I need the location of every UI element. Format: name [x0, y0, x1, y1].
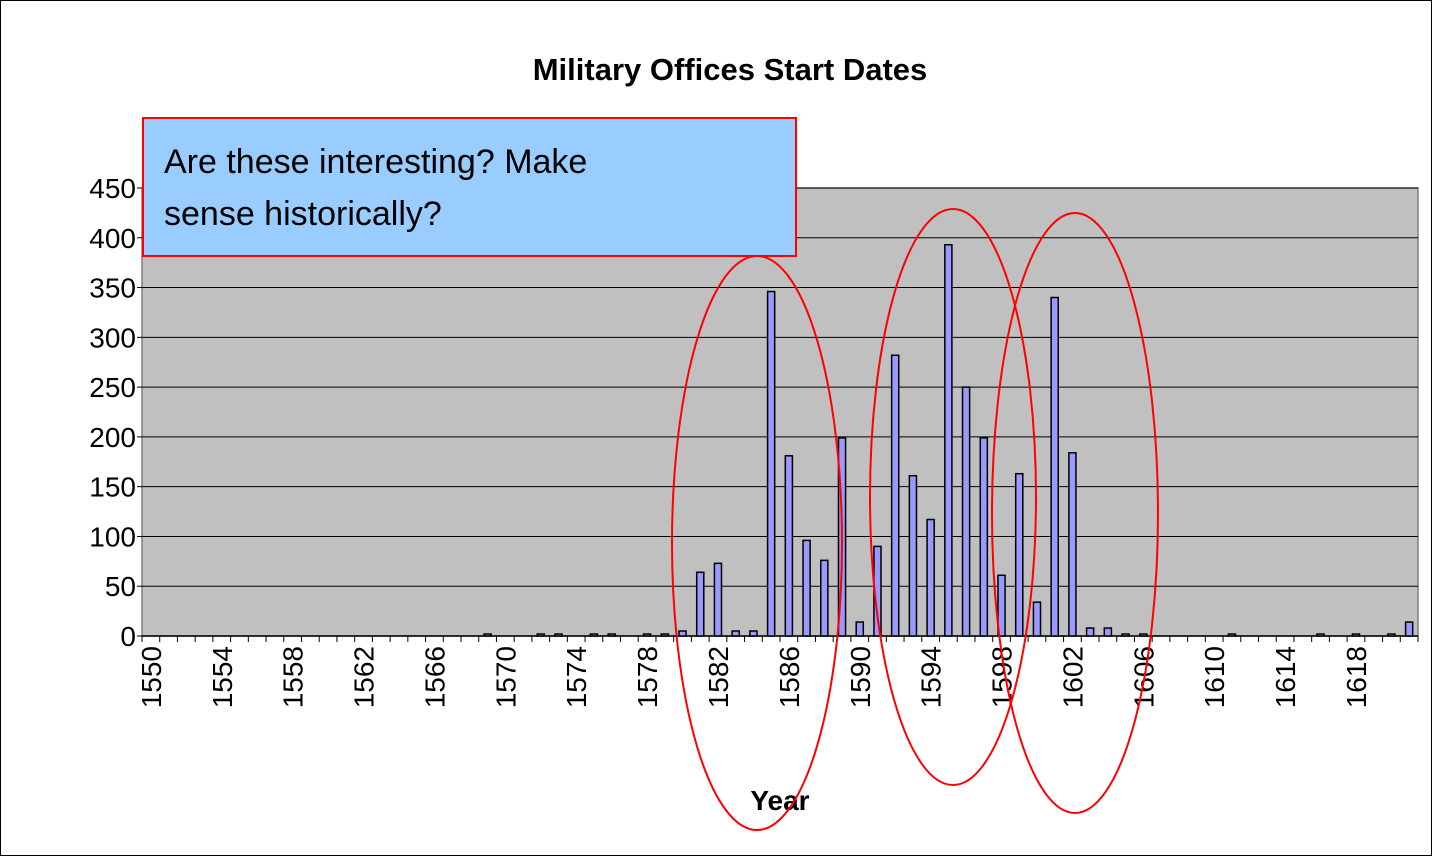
bar	[1014, 472, 1024, 637]
x-tick-label: 1614	[1270, 646, 1301, 708]
bar	[1139, 633, 1148, 637]
highlight-ellipse	[671, 255, 843, 831]
bar	[678, 630, 687, 637]
bar	[1387, 633, 1396, 637]
y-tick-label: 250	[89, 372, 136, 403]
bar	[890, 354, 900, 637]
bar	[589, 633, 599, 637]
annotation-box	[142, 117, 797, 257]
x-tick-label: 1594	[916, 646, 947, 708]
x-tick-label: 1558	[278, 646, 309, 708]
bar	[1032, 601, 1042, 637]
bar	[660, 633, 670, 637]
y-tick-label: 300	[89, 322, 136, 353]
bar	[766, 290, 776, 637]
x-tick-label: 1578	[632, 646, 663, 708]
y-tick-label: 150	[89, 472, 136, 503]
bar	[1351, 633, 1361, 637]
bar	[554, 633, 563, 637]
bar	[944, 243, 953, 637]
annotation-text: sense historically?	[164, 195, 442, 233]
y-tick-label: 200	[89, 422, 136, 453]
x-tick-label: 1554	[207, 646, 238, 708]
x-tick-label: 1610	[1199, 646, 1230, 708]
y-tick-label: 350	[89, 273, 136, 304]
bar	[1404, 621, 1414, 637]
x-tick-label: 1566	[419, 646, 450, 708]
highlight-ellipse	[869, 208, 1037, 786]
x-tick-label: 1570	[490, 646, 521, 708]
x-tick-label: 1582	[703, 646, 734, 708]
chart-title: Military Offices Start Dates	[533, 52, 928, 87]
annotation-text: Are these interesting? Make	[164, 143, 587, 181]
bar	[820, 559, 829, 637]
y-tick-label: 450	[89, 173, 136, 204]
bar	[536, 633, 546, 637]
bar	[784, 455, 794, 637]
bar	[802, 539, 811, 637]
bar	[961, 386, 971, 637]
bar	[1316, 633, 1325, 637]
bar	[731, 630, 740, 637]
bar	[1121, 633, 1130, 637]
x-tick-label: 1590	[845, 646, 876, 708]
bar	[855, 621, 865, 637]
x-tick-label: 1602	[1057, 646, 1088, 708]
bar	[979, 437, 989, 637]
bar	[642, 633, 652, 637]
bar	[1227, 633, 1237, 637]
y-tick-label: 400	[89, 223, 136, 254]
x-tick-label: 1562	[349, 646, 380, 708]
bar	[926, 518, 935, 637]
x-tick-label: 1574	[561, 646, 592, 708]
x-tick-label: 1550	[136, 646, 167, 708]
y-tick-label: 100	[89, 521, 136, 552]
y-tick-label: 0	[120, 621, 136, 652]
bar	[695, 571, 705, 637]
plot-area	[141, 187, 1419, 637]
bar	[607, 633, 616, 637]
bar	[908, 474, 918, 637]
highlight-ellipse	[991, 212, 1159, 814]
bar	[1085, 627, 1095, 637]
bar	[1050, 296, 1059, 637]
bar	[749, 630, 758, 637]
bar	[1068, 452, 1077, 637]
x-tick-label: 1618	[1341, 646, 1372, 708]
bar	[483, 633, 492, 637]
y-tick-label: 50	[105, 571, 136, 602]
bar	[997, 574, 1006, 637]
bar	[713, 562, 723, 637]
x-tick-label: 1586	[774, 646, 805, 708]
bar	[1103, 627, 1113, 637]
